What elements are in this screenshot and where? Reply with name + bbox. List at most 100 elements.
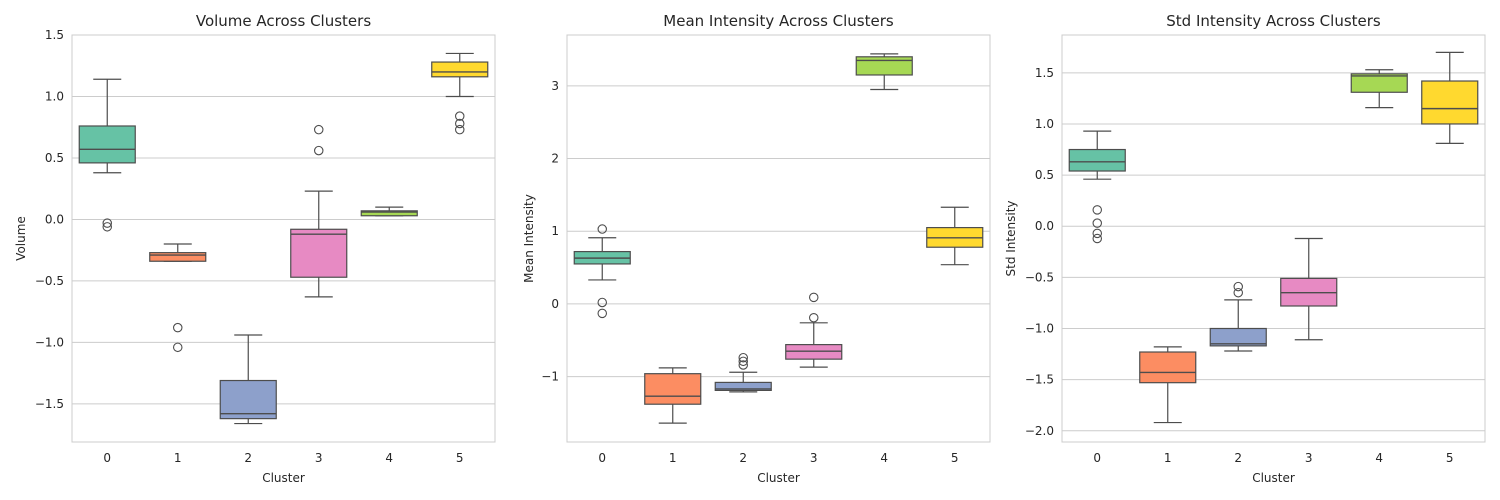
box [855, 56, 913, 76]
box-cluster-2 [1209, 281, 1267, 352]
box-cluster-4 [360, 206, 418, 217]
outlier-point [597, 224, 607, 234]
x-tick-label: 0 [103, 451, 111, 465]
y-tick-label: −1.0 [35, 335, 64, 349]
box-cluster-5 [1421, 51, 1479, 144]
y-tick-label: −1.5 [1025, 373, 1054, 387]
plot-area [566, 34, 991, 443]
outlier-point [1092, 205, 1103, 215]
volume-chart: Volume Across Clusters Cluster Volume −1… [14, 12, 496, 485]
box-cluster-3 [290, 124, 348, 298]
x-tick-label: 1 [1164, 451, 1172, 465]
box-cluster-3 [785, 292, 843, 368]
box-cluster-1 [149, 243, 207, 353]
plot-area [71, 34, 496, 443]
x-axis-label: Cluster [262, 471, 305, 485]
y-ticks: −1.5 −1.0 −0.5 0.0 0.5 1.0 1.5 [35, 28, 64, 411]
outlier-point [738, 356, 748, 367]
y-tick-label: 0 [551, 297, 559, 311]
chart-title: Mean Intensity Across Clusters [663, 12, 894, 30]
y-ticks: −1 0 1 2 3 [541, 79, 559, 384]
outlier-point [738, 352, 748, 363]
y-tick-label: 1.0 [45, 89, 64, 103]
outlier-point [1092, 233, 1103, 244]
boxes [1068, 51, 1479, 424]
chart-title: Std Intensity Across Clusters [1166, 12, 1381, 30]
y-tick-label: −0.5 [1025, 270, 1054, 284]
box-cluster-3 [1280, 237, 1338, 341]
x-axis-label: Cluster [757, 471, 800, 485]
outlier-point [173, 322, 183, 333]
x-tick-label: 3 [315, 451, 323, 465]
y-tick-label: −2.0 [1025, 424, 1054, 438]
x-tick-label: 1 [669, 451, 677, 465]
outlier-point [1092, 218, 1103, 228]
box-cluster-1 [1139, 346, 1197, 424]
mean-intensity-chart: Mean Intensity Across Clusters Cluster M… [522, 12, 991, 485]
x-ticks: 0 1 2 3 4 5 [1093, 451, 1453, 465]
box-cluster-2 [714, 352, 772, 393]
chart-title: Volume Across Clusters [196, 12, 371, 30]
grid [1062, 72, 1485, 432]
outlier-point [1233, 281, 1244, 292]
box-cluster-1 [644, 367, 702, 424]
x-axis-label: Cluster [1252, 471, 1295, 485]
box [644, 373, 702, 405]
box [360, 210, 418, 217]
y-tick-label: 3 [551, 79, 559, 93]
box-cluster-4 [855, 53, 913, 91]
y-axis-label: Volume [14, 216, 28, 261]
x-tick-label: 3 [810, 451, 818, 465]
y-tick-label: −0.5 [35, 274, 64, 288]
box-cluster-0 [78, 78, 136, 232]
outlier-point [597, 308, 607, 319]
y-tick-label: 2 [551, 152, 559, 166]
y-tick-label: 0.5 [1035, 168, 1054, 182]
box [290, 228, 348, 278]
grid [567, 85, 990, 378]
outlier-point [808, 312, 819, 323]
box [1209, 327, 1267, 347]
boxes [78, 52, 489, 425]
y-tick-label: 1.0 [1035, 117, 1054, 131]
box [1421, 80, 1479, 125]
y-axis-label: Std Intensity [1004, 201, 1018, 277]
box-cluster-0 [573, 224, 631, 319]
box [785, 344, 843, 360]
y-tick-label: −1 [541, 370, 559, 384]
box-cluster-0 [1068, 130, 1126, 244]
box-cluster-5 [431, 52, 489, 135]
x-tick-label: 2 [1234, 451, 1242, 465]
x-tick-label: 4 [1375, 451, 1383, 465]
outlier-point [102, 218, 113, 228]
x-tick-label: 0 [598, 451, 606, 465]
x-ticks: 0 1 2 3 4 5 [103, 451, 463, 465]
box [1139, 351, 1197, 384]
box [149, 252, 207, 262]
x-ticks: 0 1 2 3 4 5 [598, 451, 958, 465]
box-cluster-4 [1350, 69, 1408, 109]
outlier-point [454, 118, 465, 129]
outlier-point [808, 292, 819, 303]
grid [72, 34, 495, 405]
plot-area [1061, 34, 1486, 443]
box [219, 379, 277, 420]
x-tick-label: 0 [1093, 451, 1101, 465]
x-tick-label: 2 [244, 451, 252, 465]
x-tick-label: 1 [174, 451, 182, 465]
box [78, 125, 136, 164]
x-tick-label: 4 [880, 451, 888, 465]
y-tick-label: 0.0 [1035, 219, 1054, 233]
y-tick-label: 0.5 [45, 151, 64, 165]
box [1350, 73, 1408, 93]
box-cluster-2 [219, 334, 277, 425]
outlier-point [738, 360, 748, 370]
box [714, 381, 772, 391]
x-tick-label: 5 [1446, 451, 1454, 465]
box-cluster-5 [926, 206, 984, 266]
outlier-point [173, 342, 183, 353]
x-tick-label: 5 [951, 451, 959, 465]
outlier-point [313, 124, 324, 135]
outlier-point [313, 145, 324, 156]
